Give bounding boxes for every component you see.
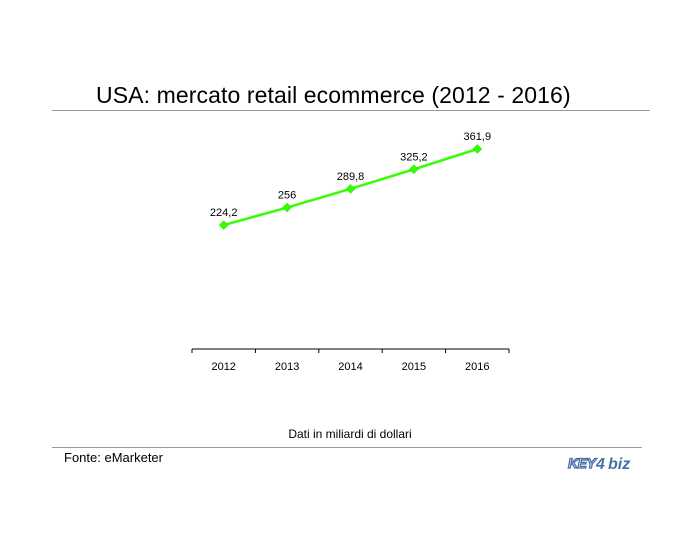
data-label: 289,8 xyxy=(337,171,365,183)
data-point-marker xyxy=(409,164,419,175)
unit-note: Dati in miliardi di dollari xyxy=(288,427,412,441)
x-tick-label: 2014 xyxy=(338,361,362,373)
svg-text:4: 4 xyxy=(595,456,605,473)
x-tick-label: 2013 xyxy=(275,361,299,373)
footer-divider xyxy=(52,447,642,448)
page-title: USA: mercato retail ecommerce (2012 - 20… xyxy=(96,82,571,108)
x-tick-label: 2016 xyxy=(465,361,489,373)
x-tick-label: 2012 xyxy=(211,361,235,373)
data-label: 224,2 xyxy=(210,207,238,219)
data-point-marker xyxy=(472,144,483,154)
data-label: 361,9 xyxy=(464,131,492,143)
x-tick-label: 2015 xyxy=(402,361,426,373)
x-axis: 2012 2013 2014 2015 2016 xyxy=(191,348,510,373)
key4biz-logo: KEY 4 biz xyxy=(567,454,630,473)
svg-text:KEY: KEY xyxy=(568,455,597,471)
data-point-marker xyxy=(218,220,229,230)
title-divider xyxy=(52,110,650,111)
data-label: 325,2 xyxy=(400,151,428,163)
svg-text:biz: biz xyxy=(608,456,630,473)
data-point-marker xyxy=(345,183,356,194)
source-text: Fonte: eMarketer xyxy=(64,450,163,465)
data-point-marker xyxy=(282,202,292,213)
data-label: 256 xyxy=(278,190,296,202)
series-market-value: 224,2 256 289,8 325,2 361,9 xyxy=(210,131,491,230)
